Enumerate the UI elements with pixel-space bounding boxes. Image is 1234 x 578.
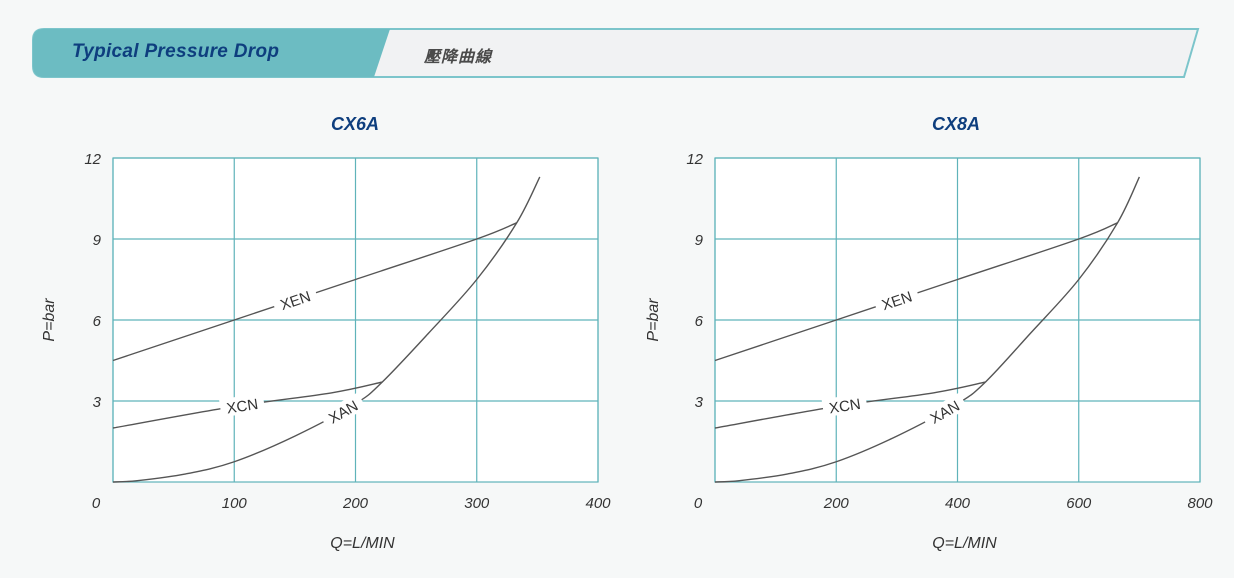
y-tick-label: 6 (695, 313, 704, 330)
series-line-xcn (112, 381, 383, 429)
chart-title-cx6a: CX6A (330, 114, 379, 134)
section-banner: Typical Pressure Drop 壓降曲線 (32, 28, 1200, 78)
chart-title-cx8a: CX8A (931, 114, 980, 134)
x-tick-label: 800 (1187, 495, 1213, 512)
y-tick-label: 9 (93, 232, 102, 249)
y-tick-label: 3 (93, 394, 102, 411)
x-axis-label: Q=L/MIN (330, 535, 395, 552)
banner-title: Typical Pressure Drop (72, 41, 280, 62)
series-label-bg (319, 392, 367, 430)
y-tick-label: 9 (695, 232, 704, 249)
x-tick-label: 200 (342, 495, 369, 512)
series-label-bg (821, 392, 868, 418)
x-tick-label: 400 (945, 495, 971, 512)
series-line-xen (714, 222, 1118, 362)
x-tick-label: 400 (585, 495, 611, 512)
y-tick-label: 3 (695, 394, 704, 411)
series-line-xcn (714, 381, 986, 429)
series-label-bg (271, 284, 319, 316)
plot-frame (714, 157, 1201, 483)
series-label-xcn: XCN (225, 396, 259, 418)
y-axis-label: P=bar (41, 298, 58, 342)
y-axis-label: P=bar (645, 298, 662, 342)
y-tick-label: 12 (84, 151, 101, 168)
x-tick-label: 300 (464, 495, 490, 512)
series-label-bg (872, 284, 921, 316)
x-axis-label: Q=L/MIN (932, 535, 997, 552)
y-tick-label: 12 (686, 151, 703, 168)
series-label-xcn: XCN (828, 396, 862, 418)
plot-frame (112, 157, 599, 483)
series-label-bg (920, 392, 968, 431)
banner-subtitle: 壓降曲線 (424, 49, 493, 66)
x-tick-label: 0 (694, 495, 703, 512)
x-tick-label: 600 (1066, 495, 1092, 512)
banner-shape (32, 28, 1200, 78)
y-tick-label: 6 (93, 313, 102, 330)
x-tick-label: 0 (92, 495, 101, 512)
series-label-bg (219, 392, 266, 418)
x-tick-label: 200 (823, 495, 850, 512)
series-line-xen (112, 222, 518, 362)
x-tick-label: 100 (222, 495, 248, 512)
